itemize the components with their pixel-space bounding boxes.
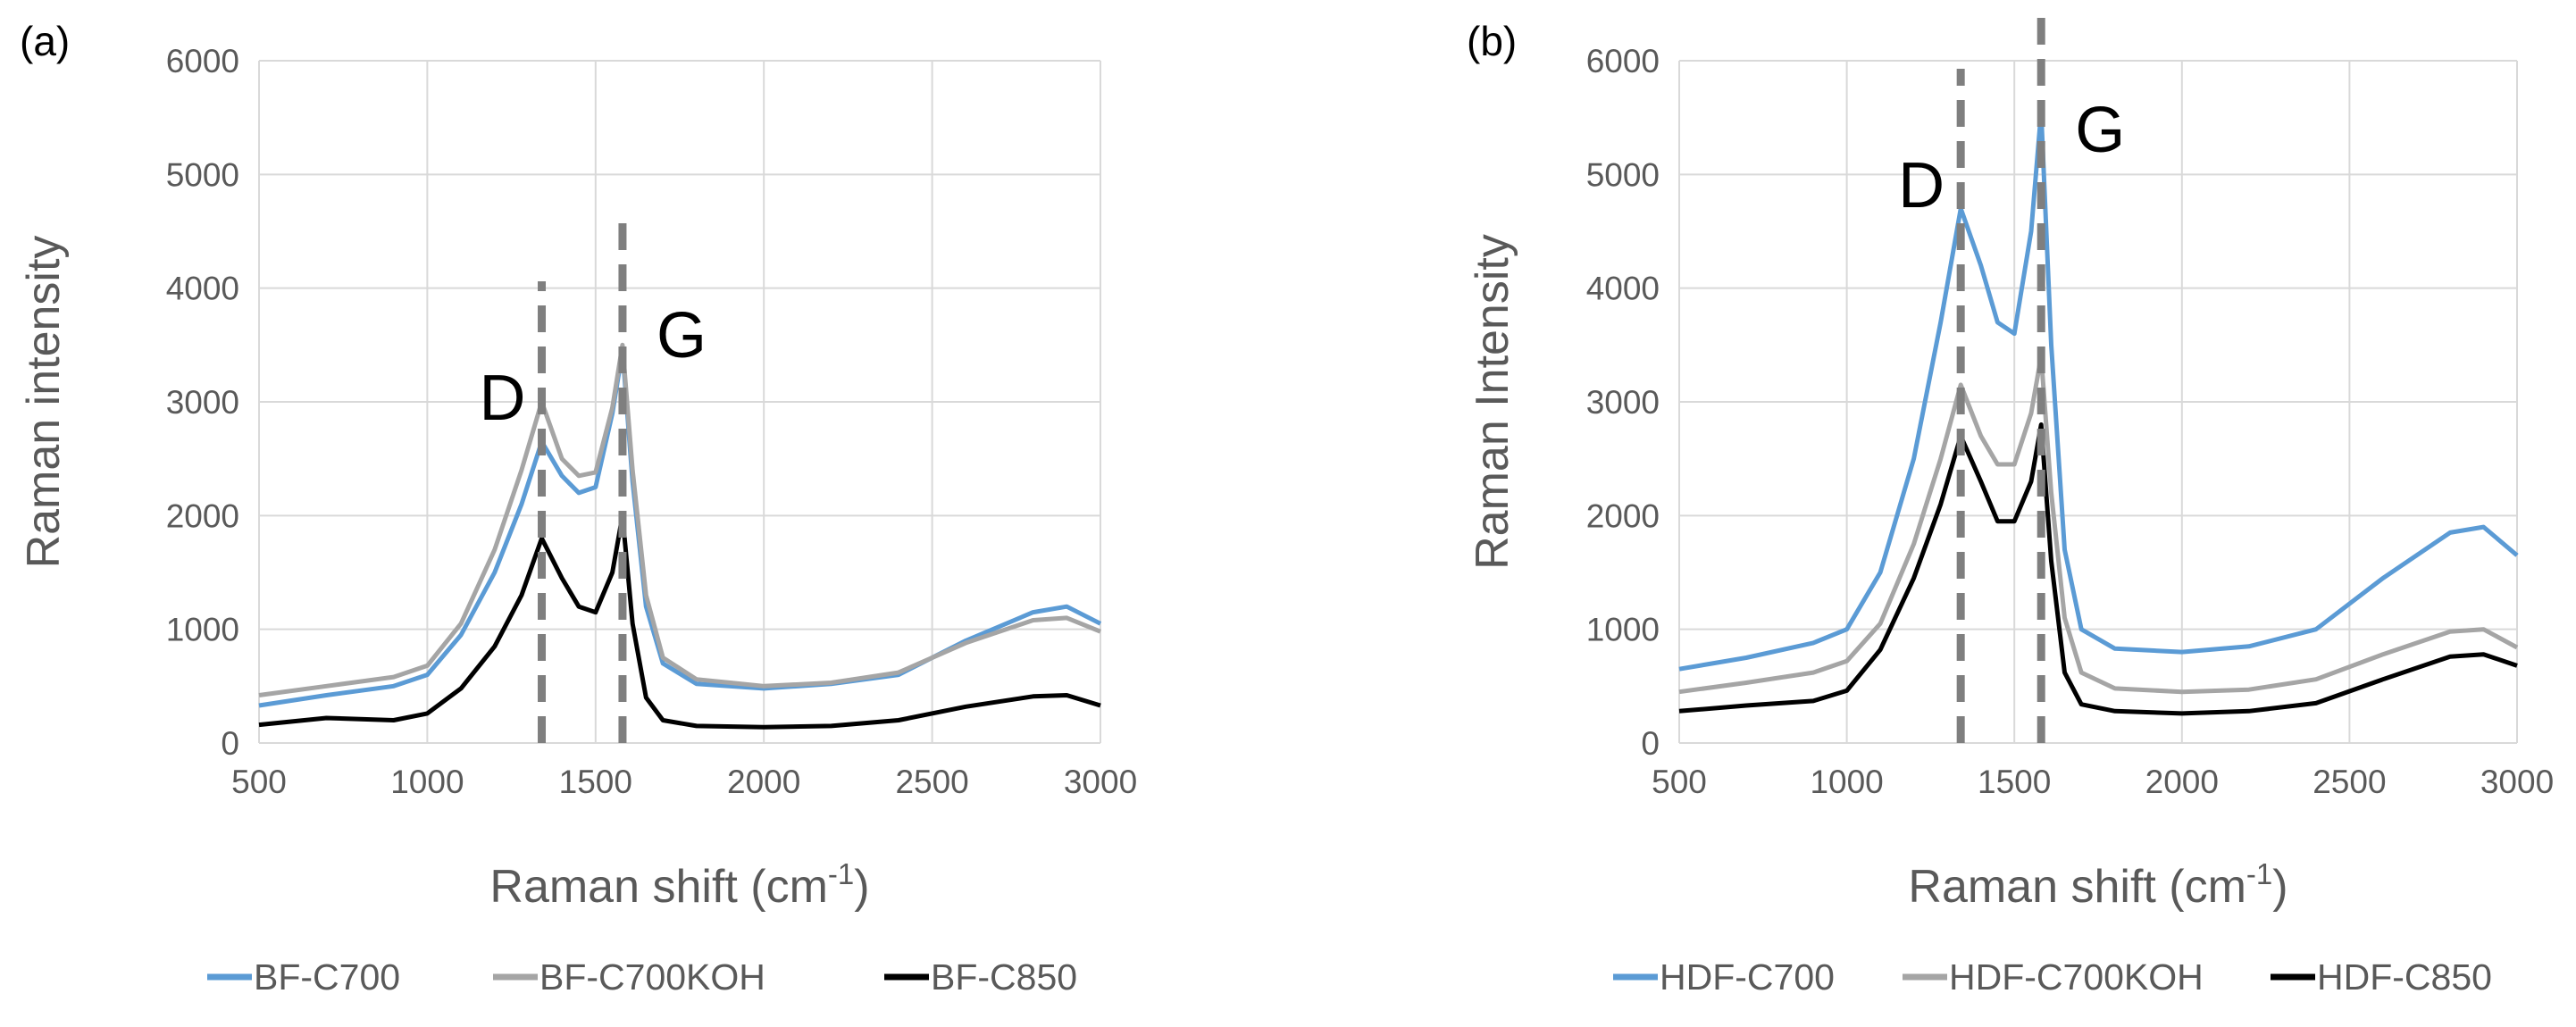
x-axis-title-end: ) xyxy=(2272,861,2287,913)
y-tick-label: 2000 xyxy=(166,497,239,534)
series-line-hdf-c700 xyxy=(1678,109,2519,672)
peak-label-g: G xyxy=(2075,95,2125,166)
y-tick-labels: 0 1000 2000 3000 4000 5000 6000 xyxy=(166,43,239,762)
series-line-bf-c850 xyxy=(258,513,1101,730)
x-axis-title: Raman shift (cm-1) xyxy=(1908,857,2287,913)
x-tick-label: 2000 xyxy=(2145,764,2219,800)
y-axis-title: Raman intensity xyxy=(18,236,70,569)
y-tick-label: 3000 xyxy=(1586,384,1660,421)
peak-label-g: G xyxy=(657,300,707,372)
y-axis-title: Raman Intensity xyxy=(1467,234,1518,570)
y-tick-label: 6000 xyxy=(1586,43,1660,79)
legend-entry: BF-C700KOH xyxy=(539,956,765,998)
x-tick-label: 1000 xyxy=(1810,764,1883,800)
x-tick-label: 1000 xyxy=(390,764,464,800)
x-axis-title-main: Raman shift (cm xyxy=(1908,861,2246,913)
peak-label-d: D xyxy=(1898,150,1945,221)
chart-panel-b: (b) 0 1000 2000 3000 4000 5000 6000 500 1000 150… xyxy=(1467,18,2554,998)
x-tick-label: 1500 xyxy=(559,764,632,800)
y-tick-labels: 0 1000 2000 3000 4000 5000 6000 xyxy=(1586,43,1660,762)
y-tick-label: 5000 xyxy=(1586,156,1660,193)
y-tick-label: 4000 xyxy=(1586,271,1660,307)
y-tick-label: 3000 xyxy=(166,384,239,421)
x-tick-label: 3000 xyxy=(1064,764,1137,800)
x-tick-labels: 500 1000 1500 2000 2500 3000 xyxy=(1652,764,2554,800)
chart-grid xyxy=(1678,60,2518,744)
x-tick-labels: 500 1000 1500 2000 2500 3000 xyxy=(231,764,1137,800)
x-tick-label: 2500 xyxy=(2313,764,2386,800)
y-tick-label: 1000 xyxy=(1586,612,1660,648)
chart-series-group xyxy=(1678,109,2519,716)
legend-entry: HDF-C850 xyxy=(2317,956,2492,998)
y-tick-label: 0 xyxy=(1641,725,1660,762)
chart-series-group xyxy=(258,342,1102,730)
x-tick-label: 1500 xyxy=(1978,764,2051,800)
y-tick-label: 0 xyxy=(221,725,239,762)
series-line-bf-c700 xyxy=(258,348,1102,708)
x-axis-title-sup: -1 xyxy=(828,857,854,890)
legend-entry: BF-C700 xyxy=(254,956,400,998)
chart-panel-a: (a) 0 1000 2000 3000 4000 5000 6000 500 1000 150… xyxy=(18,18,1137,998)
peak-markers xyxy=(538,223,627,743)
panel-label: (b) xyxy=(1467,18,1517,64)
x-tick-label: 2500 xyxy=(895,764,968,800)
x-tick-label: 500 xyxy=(1652,764,1707,800)
x-tick-label: 2000 xyxy=(727,764,800,800)
chart-legend: HDF-C700 HDF-C700KOH HDF-C850 xyxy=(1613,956,2492,998)
legend-entry: BF-C850 xyxy=(931,956,1077,998)
y-tick-label: 5000 xyxy=(166,156,239,193)
x-axis-title: Raman shift (cm-1) xyxy=(489,857,869,913)
legend-entry: HDF-C700KOH xyxy=(1949,956,2204,998)
peak-markers xyxy=(1956,18,2045,743)
peak-label-d: D xyxy=(480,363,526,434)
legend-entry: HDF-C700 xyxy=(1660,956,1835,998)
x-axis-title-end: ) xyxy=(854,861,869,913)
y-tick-label: 2000 xyxy=(1586,497,1660,534)
x-tick-label: 3000 xyxy=(2480,764,2554,800)
x-axis-title-main: Raman shift (cm xyxy=(489,861,828,913)
series-line-hdf-c700koh xyxy=(1678,354,2519,695)
series-line-bf-c700koh xyxy=(258,342,1101,697)
chart-legend: BF-C700 BF-C700KOH BF-C850 xyxy=(207,956,1077,998)
y-tick-label: 4000 xyxy=(166,271,239,307)
x-axis-title-sup: -1 xyxy=(2246,857,2272,890)
panel-label: (a) xyxy=(20,18,70,64)
y-tick-label: 6000 xyxy=(166,43,239,79)
x-tick-label: 500 xyxy=(231,764,287,800)
series-line-hdf-c850 xyxy=(1678,422,2518,716)
y-tick-label: 1000 xyxy=(166,612,239,648)
